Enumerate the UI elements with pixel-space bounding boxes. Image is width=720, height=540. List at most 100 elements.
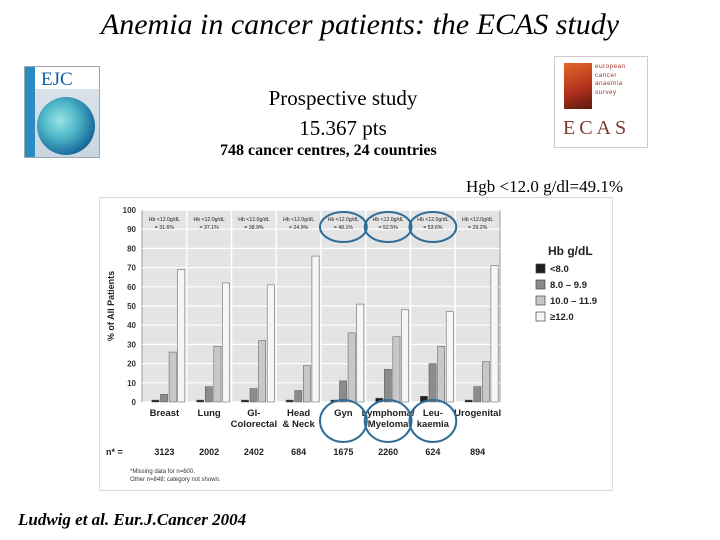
n-value: 1675 xyxy=(333,447,353,457)
bar-1 xyxy=(428,363,437,403)
highlight-bottom-ellipse xyxy=(408,399,458,443)
category-label: Breast xyxy=(150,408,180,419)
category-label: Leu- xyxy=(423,408,443,419)
bar-3 xyxy=(266,284,275,403)
legend-swatch xyxy=(535,311,546,322)
bar-2 xyxy=(437,346,446,403)
highlight-bottom-ellipse xyxy=(319,399,368,443)
y-tick-label: 20 xyxy=(127,360,136,369)
centres-countries: 748 cancer centres, 24 countries xyxy=(220,142,437,159)
bar-1 xyxy=(160,394,168,403)
ecas-word: european xyxy=(595,63,626,70)
group-top-label: Hb <12.0g/dL xyxy=(372,217,403,223)
legend-label: <8.0 xyxy=(550,264,569,275)
group-top-label: = 52.5% xyxy=(379,225,399,231)
bar-1 xyxy=(473,386,482,403)
patient-count: 15.367 pts xyxy=(299,116,387,140)
bar-3 xyxy=(222,282,230,403)
category-label: & Neck xyxy=(283,419,316,430)
group-top-label: Hb <12.0g/dL xyxy=(238,217,269,223)
n-value: 2260 xyxy=(378,447,398,457)
bar-1 xyxy=(249,388,258,403)
bar-1 xyxy=(383,369,392,403)
legend-swatch xyxy=(535,279,546,290)
ejc-journal-cover: EJC xyxy=(24,66,100,158)
slide-title: Anemia in cancer patients: the ECAS stud… xyxy=(100,8,620,41)
bar-1 xyxy=(294,390,303,403)
bar-0 xyxy=(241,399,249,403)
y-tick-label: 40 xyxy=(127,321,136,330)
group-top-label: = 48.1% xyxy=(334,225,354,231)
bar-3 xyxy=(490,265,499,403)
y-tick-label: 80 xyxy=(127,244,136,253)
n-value: 894 xyxy=(470,447,485,457)
category-label: Myeloma xyxy=(368,419,409,430)
group-top-label: = 31.6% xyxy=(155,225,175,231)
legend-title: Hb g/dL xyxy=(548,244,593,258)
n-value: 624 xyxy=(425,447,440,457)
bar-2 xyxy=(482,361,490,403)
y-tick-label: 90 xyxy=(127,225,136,234)
ejc-cover-image xyxy=(37,97,95,155)
category-label: Urogenital xyxy=(454,408,501,419)
bar-3 xyxy=(356,303,365,403)
group-top-label: = 53.6% xyxy=(423,225,443,231)
highlight-top-ellipse xyxy=(363,211,413,243)
anemia-bar-chart: 0 10 20 30 40 50 60 70 80 90 100 % of All Patients H… xyxy=(106,206,597,483)
y-tick-label: 50 xyxy=(127,302,136,311)
highlight-bottom-ellipse xyxy=(363,399,413,443)
bar-0 xyxy=(285,399,294,403)
bar-2 xyxy=(258,340,267,403)
chart-panel: 0 10 20 30 40 50 60 70 80 90 100 % of All Patients H… xyxy=(100,198,612,490)
bar-3 xyxy=(401,309,409,403)
group-top-label: Hb <12.0g/dL xyxy=(462,217,493,223)
group-top-label: Hb <12.0g/dL xyxy=(283,217,314,223)
ecas-logo-photo xyxy=(564,63,592,109)
citation: Ludwig et al. Eur.J.Cancer 2004 xyxy=(18,510,247,529)
bar-1 xyxy=(204,386,213,403)
category-label: Lung xyxy=(198,408,221,419)
bar-2 xyxy=(392,336,401,403)
y-tick-label: 10 xyxy=(127,379,136,388)
bar-0 xyxy=(196,399,205,403)
bar-3 xyxy=(445,311,454,403)
study-type: Prospective study xyxy=(268,86,418,110)
y-tick-label: 0 xyxy=(132,398,137,407)
n-value: 684 xyxy=(291,447,306,457)
category-label: Lymphoma/ xyxy=(362,408,415,419)
ecas-word: cancer xyxy=(595,71,617,79)
footnote: *Missing data for n=600. xyxy=(130,469,195,475)
ejc-cover-header xyxy=(25,67,99,89)
ecas-logo-name: ECAS xyxy=(563,117,631,139)
bar-2 xyxy=(347,332,356,403)
bar-2 xyxy=(168,351,177,403)
n-value: 3123 xyxy=(154,447,174,457)
group-top-label: Hb <12.0g/dL xyxy=(328,217,359,223)
ejc-cover-strip xyxy=(25,67,35,157)
group-top-label: = 38.9% xyxy=(244,225,264,231)
bar-0 xyxy=(464,399,473,403)
bar-2 xyxy=(213,346,222,403)
category-label: Colorectal xyxy=(231,419,277,430)
ecas-logo-words: european cancer anaemia survey xyxy=(595,63,626,97)
category-label: Gyn xyxy=(334,408,353,419)
bar-3 xyxy=(311,255,320,403)
y-tick-label: 60 xyxy=(127,283,136,292)
hgb-summary: Hgb <12.0 g/dl=49.1% xyxy=(466,177,624,196)
ecas-word: anaemia xyxy=(595,80,623,88)
category-label: Head xyxy=(287,408,310,419)
footnote: Other n=848; category not shown. xyxy=(130,477,221,483)
legend-swatch xyxy=(535,263,546,274)
legend-swatch xyxy=(535,295,546,306)
category-label: GI- xyxy=(247,408,260,419)
bar-2 xyxy=(303,365,311,403)
y-tick-label: 30 xyxy=(127,340,136,349)
group-top-label: = 29.2% xyxy=(468,225,488,231)
group-top-label: = 37.1% xyxy=(200,225,220,231)
bar-0 xyxy=(151,399,160,403)
y-tick-label: 100 xyxy=(123,206,137,215)
ecas-logo: european cancer anaemia survey ECAS xyxy=(554,56,648,148)
group-top-label: = 24.9% xyxy=(289,225,309,231)
highlight-top-ellipse xyxy=(408,211,458,243)
bar-3 xyxy=(177,269,186,403)
